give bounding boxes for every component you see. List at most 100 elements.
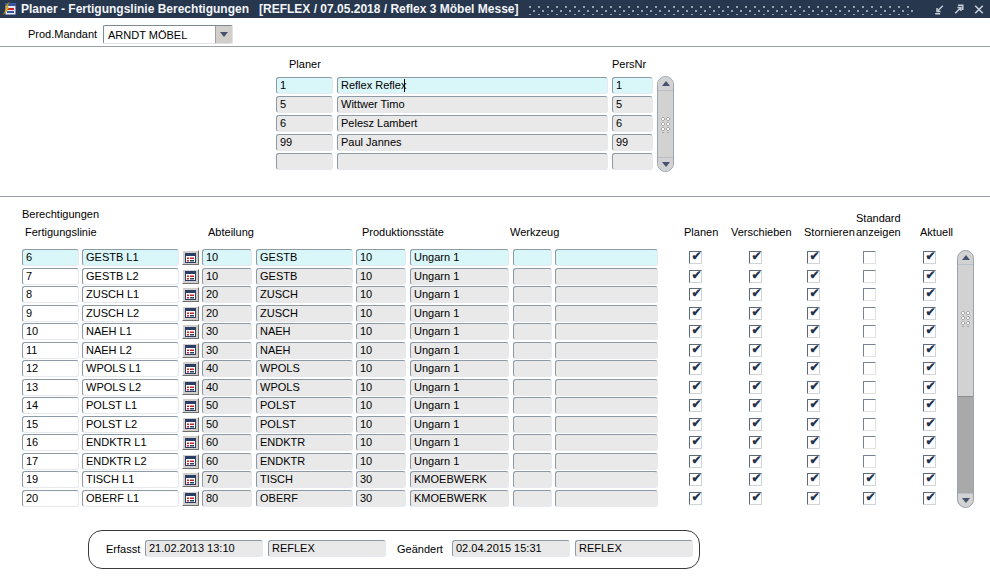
- minimize-button[interactable]: [932, 3, 946, 16]
- werkzeug-name-field[interactable]: [555, 416, 658, 433]
- planen-checkbox[interactable]: [689, 362, 702, 375]
- produktionsstaette-nr-field[interactable]: 10: [356, 434, 406, 451]
- geaendert-date-field[interactable]: 02.04.2015 15:31: [452, 540, 570, 557]
- scrollbar-grip[interactable]: [661, 117, 670, 133]
- produktionsstaette-nr-field[interactable]: 10: [356, 360, 406, 377]
- abteilung-nr-field[interactable]: 20: [202, 286, 252, 303]
- standard-anzeigen-checkbox[interactable]: [863, 418, 876, 431]
- fertigungslinie-name-field[interactable]: NAEH L1: [82, 323, 179, 340]
- berechtigungen-table-row[interactable]: 17 ENDKTR L2 60 ENDKTR 10 Ungarn 1: [22, 453, 952, 470]
- fertigungslinie-nr-field[interactable]: 11: [22, 342, 79, 359]
- abteilung-nr-field[interactable]: 50: [202, 397, 252, 414]
- fertigungslinie-nr-field[interactable]: 10: [22, 323, 79, 340]
- scroll-up-icon[interactable]: [958, 251, 973, 265]
- fertigungslinie-nr-field[interactable]: 8: [22, 286, 79, 303]
- verschieben-checkbox[interactable]: [749, 381, 762, 394]
- planer-table-row[interactable]: 5 Wittwer Timo 5: [276, 96, 656, 113]
- abteilung-nr-field[interactable]: 60: [202, 434, 252, 451]
- stornieren-checkbox[interactable]: [807, 307, 820, 320]
- fertigungslinie-nr-field[interactable]: 13: [22, 379, 79, 396]
- standard-anzeigen-checkbox[interactable]: [863, 344, 876, 357]
- werkzeug-name-field[interactable]: [555, 249, 658, 266]
- standard-anzeigen-checkbox[interactable]: [863, 492, 876, 505]
- planen-checkbox[interactable]: [689, 418, 702, 431]
- verschieben-checkbox[interactable]: [749, 344, 762, 357]
- detail-lov-button[interactable]: [182, 398, 199, 413]
- werkzeug-nr-field[interactable]: [513, 323, 552, 340]
- planer-nr-field[interactable]: 6: [276, 115, 333, 132]
- stornieren-checkbox[interactable]: [807, 492, 820, 505]
- stornieren-checkbox[interactable]: [807, 399, 820, 412]
- produktionsstaette-name-field[interactable]: Ungarn 1: [410, 360, 509, 377]
- detail-lov-button[interactable]: [182, 417, 199, 432]
- detail-lov-button[interactable]: [182, 250, 199, 265]
- detail-lov-button[interactable]: [182, 306, 199, 321]
- werkzeug-nr-field[interactable]: [513, 360, 552, 377]
- berechtigungen-table-row[interactable]: 14 POLST L1 50 POLST 10 Ungarn 1: [22, 397, 952, 414]
- fertigungslinie-name-field[interactable]: GESTB L2: [82, 268, 179, 285]
- planer-name-field[interactable]: Paul Jannes: [337, 134, 608, 151]
- verschieben-checkbox[interactable]: [749, 436, 762, 449]
- planer-persnr-field[interactable]: 1: [612, 77, 653, 94]
- standard-anzeigen-checkbox[interactable]: [863, 455, 876, 468]
- werkzeug-name-field[interactable]: [555, 490, 658, 507]
- werkzeug-nr-field[interactable]: [513, 342, 552, 359]
- abteilung-nr-field[interactable]: 60: [202, 453, 252, 470]
- standard-anzeigen-checkbox[interactable]: [863, 399, 876, 412]
- werkzeug-name-field[interactable]: [555, 323, 658, 340]
- stornieren-checkbox[interactable]: [807, 362, 820, 375]
- berechtigungen-table-row[interactable]: 9 ZUSCH L2 20 ZUSCH 10 Ungarn 1: [22, 305, 952, 322]
- standard-anzeigen-checkbox[interactable]: [863, 307, 876, 320]
- aktuell-checkbox[interactable]: [923, 399, 936, 412]
- stornieren-checkbox[interactable]: [807, 325, 820, 338]
- werkzeug-name-field[interactable]: [555, 471, 658, 488]
- werkzeug-nr-field[interactable]: [513, 286, 552, 303]
- aktuell-checkbox[interactable]: [923, 381, 936, 394]
- detail-lov-button[interactable]: [182, 454, 199, 469]
- scrollbar-thumb[interactable]: [958, 265, 973, 397]
- fertigungslinie-nr-field[interactable]: 6: [22, 249, 79, 266]
- berechtigungen-table-row[interactable]: 6 GESTB L1 10 GESTB 10 Ungarn 1: [22, 249, 952, 266]
- produktionsstaette-name-field[interactable]: Ungarn 1: [410, 434, 509, 451]
- abteilung-name-field[interactable]: GESTB: [256, 249, 353, 266]
- erfasst-user-field[interactable]: REFLEX: [268, 540, 386, 557]
- werkzeug-nr-field[interactable]: [513, 453, 552, 470]
- verschieben-checkbox[interactable]: [749, 288, 762, 301]
- stornieren-checkbox[interactable]: [807, 381, 820, 394]
- werkzeug-nr-field[interactable]: [513, 471, 552, 488]
- abteilung-nr-field[interactable]: 20: [202, 305, 252, 322]
- scroll-up-icon[interactable]: [658, 77, 673, 91]
- planer-name-field[interactable]: Pelesz Lambert: [337, 115, 608, 132]
- aktuell-checkbox[interactable]: [923, 436, 936, 449]
- werkzeug-name-field[interactable]: [555, 305, 658, 322]
- scroll-down-icon[interactable]: [658, 157, 673, 171]
- fertigungslinie-name-field[interactable]: TISCH L1: [82, 471, 179, 488]
- verschieben-checkbox[interactable]: [749, 251, 762, 264]
- abteilung-name-field[interactable]: NAEH: [256, 342, 353, 359]
- planer-nr-field[interactable]: 5: [276, 96, 333, 113]
- detail-lov-button[interactable]: [182, 380, 199, 395]
- prod-mandant-select[interactable]: ARNDT MÖBEL: [103, 25, 233, 44]
- abteilung-nr-field[interactable]: 80: [202, 490, 252, 507]
- verschieben-checkbox[interactable]: [749, 473, 762, 486]
- planer-nr-field[interactable]: 1: [276, 77, 333, 94]
- produktionsstaette-nr-field[interactable]: 10: [356, 305, 406, 322]
- abteilung-nr-field[interactable]: 10: [202, 268, 252, 285]
- verschieben-checkbox[interactable]: [749, 418, 762, 431]
- fertigungslinie-name-field[interactable]: ENDKTR L2: [82, 453, 179, 470]
- fertigungslinie-nr-field[interactable]: 14: [22, 397, 79, 414]
- aktuell-checkbox[interactable]: [923, 325, 936, 338]
- detail-lov-button[interactable]: [182, 343, 199, 358]
- prod-mandant-dropdown-button[interactable]: [215, 26, 232, 43]
- planer-persnr-field[interactable]: [612, 153, 653, 170]
- werkzeug-name-field[interactable]: [555, 360, 658, 377]
- berechtigungen-table-row[interactable]: 19 TISCH L1 70 TISCH 30 KMOEBWERK: [22, 471, 952, 488]
- verschieben-checkbox[interactable]: [749, 399, 762, 412]
- fertigungslinie-nr-field[interactable]: 20: [22, 490, 79, 507]
- planer-table-row[interactable]: 6 Pelesz Lambert 6: [276, 115, 656, 132]
- aktuell-checkbox[interactable]: [923, 492, 936, 505]
- stornieren-checkbox[interactable]: [807, 418, 820, 431]
- planen-checkbox[interactable]: [689, 270, 702, 283]
- fertigungslinie-name-field[interactable]: POLST L2: [82, 416, 179, 433]
- aktuell-checkbox[interactable]: [923, 473, 936, 486]
